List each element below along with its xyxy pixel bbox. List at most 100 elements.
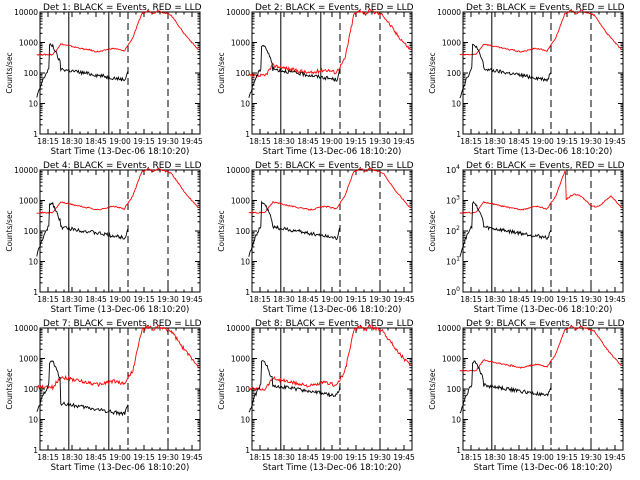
- x-tick-label: 18:30: [273, 137, 295, 146]
- x-tick-label: 19:45: [393, 453, 415, 462]
- y-tick-label: 1000: [231, 355, 250, 364]
- x-tick-label: 19:30: [580, 137, 602, 146]
- y-tick-label: 1: [245, 288, 250, 297]
- series-lld-line: [459, 171, 622, 214]
- x-tick-label: 18:45: [85, 295, 107, 304]
- y-tick-label: 10: [28, 258, 38, 267]
- series-lld-line: [36, 9, 199, 56]
- series-lld-line: [248, 324, 411, 392]
- x-tick-label: 19:00: [321, 295, 343, 304]
- plot-frame: [462, 327, 624, 451]
- y-axis-label: Counts/sec: [5, 210, 14, 251]
- panel-9: Det 9: BLACK = Events, RED = LLD 1 10 100 10…: [428, 319, 626, 473]
- y-tick-label: 1000: [19, 355, 38, 364]
- y-tick-label: 1000: [231, 39, 250, 48]
- x-tick-label: 18:45: [508, 295, 530, 304]
- x-tick-label: 18:45: [508, 453, 530, 462]
- x-tick-label: 19:00: [532, 295, 554, 304]
- x-tick-label: 18:30: [273, 295, 295, 304]
- x-tick-label: 18:15: [249, 295, 271, 304]
- x-tick-label: 19:00: [532, 137, 554, 146]
- x-tick-label: 18:30: [484, 137, 506, 146]
- y-tick-label: 10000: [437, 8, 461, 17]
- x-tick-label: 19:45: [604, 295, 626, 304]
- panel-title: Det 8: BLACK = Events, RED = LLD: [255, 319, 414, 329]
- x-tick-label: 18:30: [273, 453, 295, 462]
- x-axis-label: Start Time (13-Dec-06 18:10:20): [263, 463, 402, 473]
- series-events-line: [459, 43, 552, 99]
- x-axis-label: Start Time (13-Dec-06 18:10:20): [51, 305, 190, 315]
- x-tick-label: 19:30: [157, 453, 179, 462]
- y-tick-label: 100: [447, 69, 462, 78]
- x-tick-label: 19:45: [181, 295, 203, 304]
- series-events-line: [248, 200, 341, 257]
- panel-title: Det 1: BLACK = Events, RED = LLD: [43, 3, 202, 13]
- x-tick-label: 19:30: [157, 295, 179, 304]
- panel-title: Det 5: BLACK = Events, RED = LLD: [255, 161, 414, 171]
- y-tick-label: 103: [446, 195, 460, 206]
- x-tick-label: 18:45: [508, 137, 530, 146]
- panel-4: Det 4: BLACK = Events, RED = LLD 1 10 100 10…: [5, 161, 203, 315]
- y-tick-label: 102: [446, 225, 460, 236]
- panel-7: Det 7: BLACK = Events, RED = LLD 1 10 100 10…: [5, 319, 203, 473]
- series-events-line: [248, 360, 341, 413]
- series-events-line: [459, 360, 552, 414]
- plot-frame: [39, 169, 201, 293]
- y-axis-label: Counts/sec: [428, 368, 437, 409]
- y-tick-label: 10000: [226, 324, 250, 333]
- y-tick-label: 1: [245, 446, 250, 455]
- y-tick-label: 10000: [14, 324, 38, 333]
- y-tick-label: 100: [447, 385, 462, 394]
- x-tick-label: 19:45: [604, 137, 626, 146]
- plot-frame: [39, 11, 201, 135]
- x-tick-label: 19:15: [345, 137, 367, 146]
- x-tick-label: 18:45: [297, 137, 319, 146]
- y-tick-label: 1: [456, 446, 461, 455]
- x-tick-label: 18:15: [249, 453, 271, 462]
- x-tick-label: 19:00: [109, 137, 131, 146]
- y-tick-label: 1000: [19, 197, 38, 206]
- x-tick-label: 19:45: [393, 295, 415, 304]
- y-tick-label: 1: [33, 446, 38, 455]
- y-tick-label: 1000: [231, 197, 250, 206]
- panel-title: Det 9: BLACK = Events, RED = LLD: [466, 319, 625, 329]
- series-events-line: [459, 200, 552, 258]
- series-events-line: [36, 360, 129, 417]
- x-tick-label: 18:15: [249, 137, 271, 146]
- y-axis-label: Counts/sec: [5, 368, 14, 409]
- x-tick-label: 19:00: [321, 453, 343, 462]
- x-tick-label: 18:45: [85, 453, 107, 462]
- y-tick-label: 100: [236, 385, 251, 394]
- series-lld-line: [36, 324, 199, 391]
- y-axis-label: Counts/sec: [428, 52, 437, 93]
- panel-title: Det 7: BLACK = Events, RED = LLD: [43, 319, 202, 329]
- x-tick-label: 18:30: [61, 137, 83, 146]
- x-tick-label: 18:45: [85, 137, 107, 146]
- y-axis-label: Counts/sec: [217, 368, 226, 409]
- y-tick-label: 1: [33, 130, 38, 139]
- plot-frame: [462, 169, 624, 293]
- y-tick-label: 100: [446, 286, 460, 297]
- x-tick-label: 19:15: [345, 295, 367, 304]
- panel-5: Det 5: BLACK = Events, RED = LLD 1 10 100 10…: [217, 161, 415, 315]
- plot-frame: [251, 11, 413, 135]
- x-tick-label: 19:45: [181, 137, 203, 146]
- y-tick-label: 10: [451, 100, 461, 109]
- x-tick-label: 19:45: [181, 453, 203, 462]
- y-tick-label: 1000: [19, 39, 38, 48]
- series-lld-line: [459, 9, 622, 56]
- panel-6: Det 6: BLACK = Events, RED = LLD 100 101 10…: [428, 161, 626, 315]
- x-tick-label: 19:00: [109, 295, 131, 304]
- x-tick-label: 19:30: [369, 453, 391, 462]
- y-tick-label: 104: [446, 164, 460, 175]
- x-tick-label: 19:30: [580, 453, 602, 462]
- x-tick-label: 18:45: [297, 453, 319, 462]
- y-tick-label: 10: [28, 416, 38, 425]
- y-tick-label: 10: [451, 416, 461, 425]
- x-tick-label: 19:15: [556, 295, 578, 304]
- x-tick-label: 19:30: [369, 295, 391, 304]
- y-tick-label: 10: [240, 416, 250, 425]
- y-tick-label: 1: [456, 130, 461, 139]
- x-tick-label: 18:15: [37, 137, 59, 146]
- x-tick-label: 19:00: [109, 453, 131, 462]
